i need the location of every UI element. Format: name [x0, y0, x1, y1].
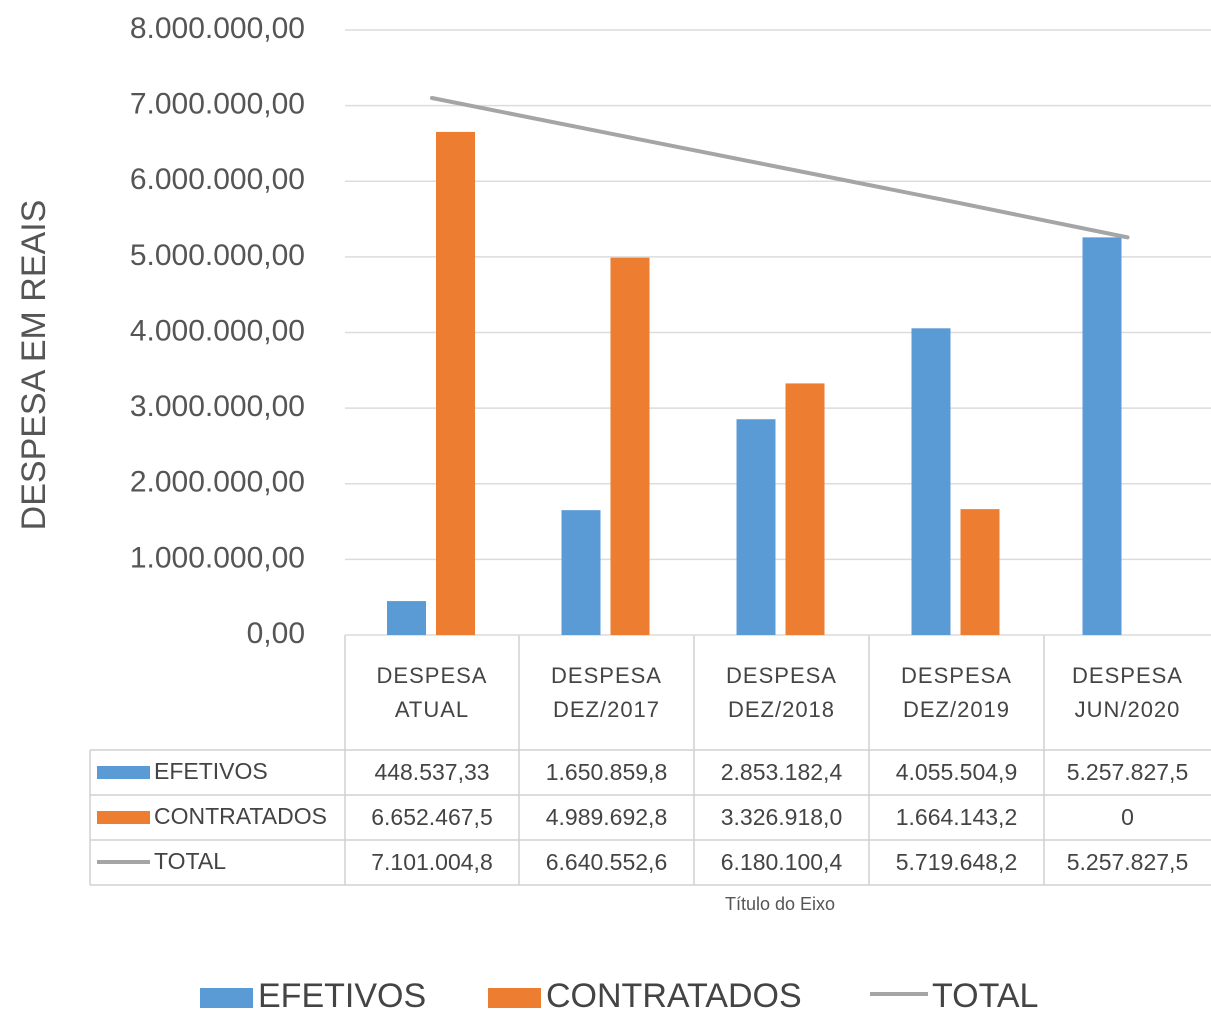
- table-value: 448.537,33: [374, 759, 490, 785]
- bar: [785, 383, 825, 635]
- table-legend-key: [97, 811, 150, 824]
- table-value: 0: [1121, 804, 1134, 830]
- bar: [610, 257, 650, 635]
- line: [430, 95, 1130, 240]
- legend-label: TOTAL: [932, 977, 1038, 1015]
- category-label: DESPESA DEZ/2018: [726, 662, 837, 722]
- table-value: 4.989.692,8: [545, 804, 668, 830]
- y-tick-label: 0,00: [247, 617, 305, 650]
- legend-key: [488, 988, 541, 1008]
- table-value: 1.664.143,2: [895, 804, 1018, 830]
- legend-label: CONTRATADOS: [546, 977, 802, 1015]
- row-label: TOTAL: [154, 848, 226, 874]
- y-tick-label: 1.000.000,00: [130, 541, 305, 574]
- table-value: 1.650.859,8: [545, 759, 668, 785]
- bar: [436, 131, 475, 635]
- category-label: DESPESA DEZ/2019: [901, 662, 1012, 722]
- category-label: DESPESA DEZ/2017: [551, 662, 662, 722]
- category-label: DESPESA ATUAL: [376, 662, 488, 722]
- table-value: 6.180.100,4: [720, 849, 843, 875]
- y-tick-label: 7.000.000,00: [130, 88, 305, 121]
- y-tick-label: 2.000.000,00: [130, 466, 305, 499]
- table-legend-key: [97, 766, 150, 779]
- x-axis-title: Título do Eixo: [725, 894, 835, 914]
- table-value: 7.101.004,8: [371, 849, 493, 875]
- table-value: 5.719.648,2: [895, 849, 1018, 875]
- table-value: 6.652.467,5: [371, 804, 493, 830]
- y-tick-label: 4.000.000,00: [130, 314, 305, 347]
- y-tick-label: 6.000.000,00: [130, 163, 305, 196]
- table-value: 3.326.918,0: [720, 804, 843, 830]
- table-borders: [89, 635, 1211, 886]
- bar: [387, 601, 426, 635]
- row-label: CONTRATADOS: [154, 803, 327, 829]
- bar: [911, 328, 951, 635]
- y-tick-label: 5.000.000,00: [130, 239, 305, 272]
- category-label: DESPESA JUN/2020: [1072, 662, 1183, 722]
- bar: [561, 510, 601, 635]
- legend-label: EFETIVOS: [258, 977, 426, 1015]
- y-tick-label: 8.000.000,00: [130, 12, 305, 45]
- table-value: 2.853.182,4: [720, 759, 843, 785]
- table-value: 6.640.552,6: [545, 849, 668, 875]
- legend-key: [200, 988, 253, 1008]
- bar: [1082, 237, 1122, 635]
- bar: [736, 419, 776, 635]
- bar: [960, 509, 1000, 635]
- y-tick-label: 3.000.000,00: [130, 390, 305, 423]
- row-label: EFETIVOS: [154, 758, 268, 784]
- table-value: 5.257.827,5: [1066, 759, 1189, 785]
- table-value: 5.257.827,5: [1066, 849, 1189, 875]
- y-axis-title: DESPESA EM REAIS: [15, 200, 53, 531]
- table-value: 4.055.504,9: [895, 759, 1018, 785]
